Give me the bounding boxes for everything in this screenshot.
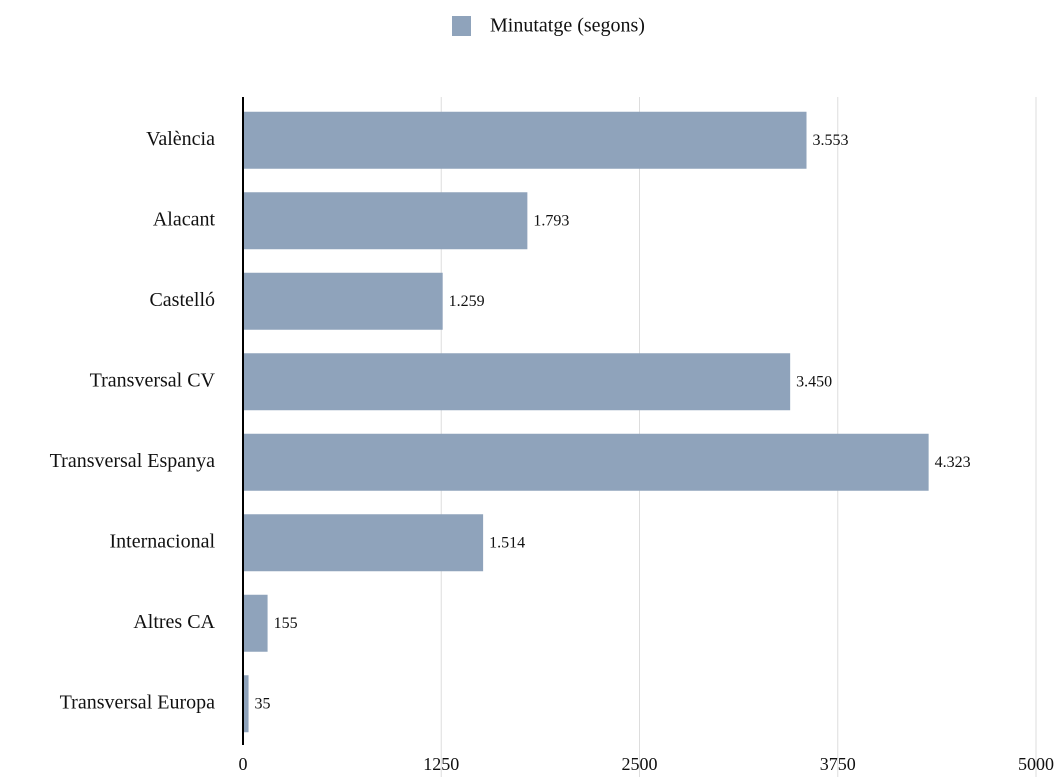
bar [243,272,443,330]
x-tick-label: 5000 [1018,754,1054,774]
x-tick-label: 2500 [622,754,658,774]
y-tick-label: Transversal Espanya [50,450,215,472]
y-tick-label: Internacional [110,530,216,552]
value-label: 1.793 [533,212,569,229]
bar [243,675,249,733]
x-tick-label: 0 [239,754,248,774]
bar [243,433,929,491]
value-label: 4.323 [935,454,971,471]
value-label: 1.259 [449,293,485,310]
value-label: 3.450 [796,373,832,390]
legend-label: Minutatge (segons) [490,15,645,37]
y-tick-label: Castelló [149,289,215,311]
y-tick-label: Altres CA [133,611,215,633]
value-label: 155 [274,615,298,632]
y-tick-label: Transversal CV [90,369,216,391]
y-tick-label: Alacant [153,208,216,230]
x-tick-label: 1250 [423,754,459,774]
bar [243,192,528,250]
legend-swatch [452,16,471,36]
value-label: 3.553 [813,132,849,149]
x-tick-label: 3750 [820,754,856,774]
y-tick-label: València [146,128,215,150]
bar [243,514,484,572]
bar [243,594,268,652]
bar [243,353,791,411]
bar [243,111,807,169]
y-tick-label: Transversal Europa [60,691,215,713]
value-label: 35 [255,695,271,712]
value-label: 1.514 [489,534,525,551]
